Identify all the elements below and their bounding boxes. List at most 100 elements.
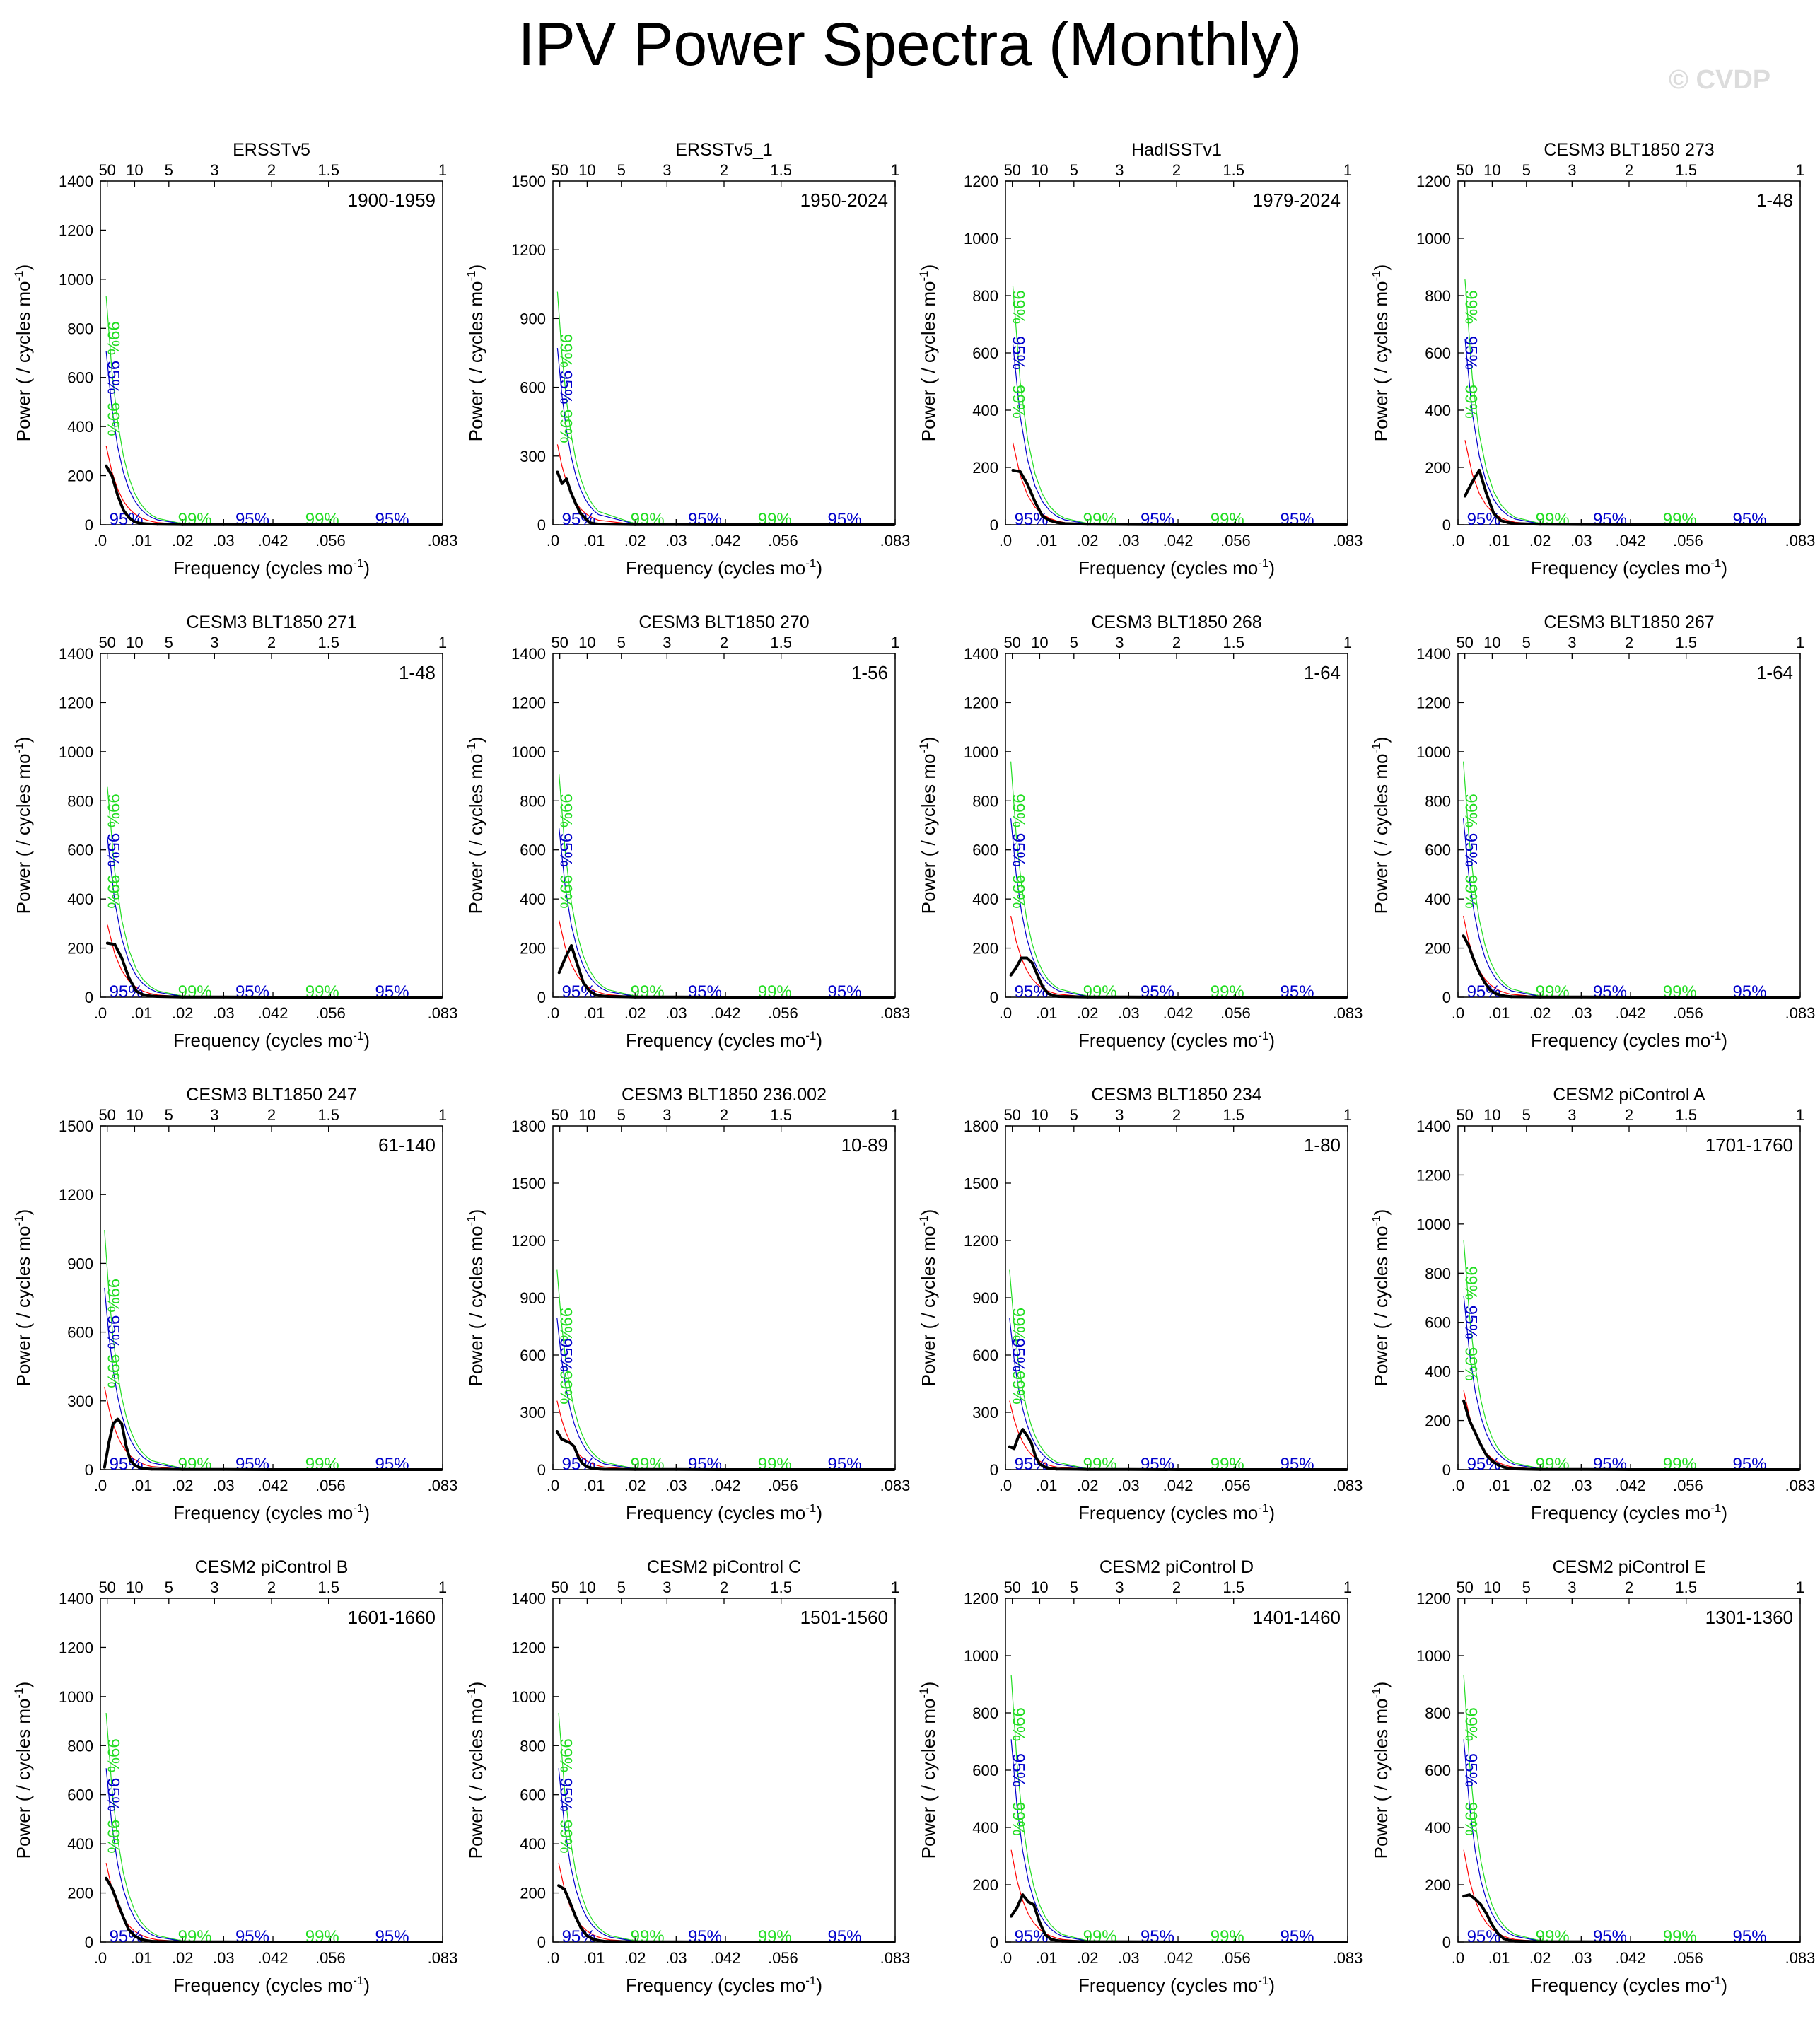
panel-period: 1979-2024 bbox=[1253, 190, 1341, 211]
y-tick-label: 1000 bbox=[1416, 230, 1451, 248]
spectrum-point bbox=[1015, 966, 1018, 970]
panel-7: CESM3 BLT1850 268 1-64 .0 .01 .02 .03 .042 .056… bbox=[917, 612, 1363, 1051]
y-tick-label: 1200 bbox=[59, 1639, 93, 1656]
confidence-99-line bbox=[1009, 1269, 1347, 1470]
x-tick-label: .083 bbox=[880, 1477, 911, 1494]
spectrum-point bbox=[134, 989, 138, 993]
spectrum-point bbox=[1506, 521, 1510, 524]
y-tick-label: 600 bbox=[520, 842, 546, 859]
x-tick-label: .042 bbox=[1163, 1477, 1194, 1494]
x-axis-label: Frequency (cycles mo-1) bbox=[1078, 1974, 1275, 1996]
y-axis-label: Power ( / cycles mo-1) bbox=[465, 1682, 486, 1859]
confidence-99-line bbox=[1463, 1675, 1799, 1943]
confidence-99-label: 99% bbox=[1008, 385, 1027, 419]
x-tick-label: .02 bbox=[172, 1477, 194, 1494]
x-top-tick-label: 1.5 bbox=[1675, 161, 1697, 179]
x-top-tick-label: 10 bbox=[1031, 161, 1048, 179]
x-tick-label: .042 bbox=[711, 532, 741, 550]
spectrum-point bbox=[569, 491, 573, 494]
x-tick-label: .056 bbox=[1220, 532, 1251, 550]
spectrum-point bbox=[724, 996, 727, 999]
y-tick-label: 400 bbox=[67, 890, 93, 908]
spectrum-point bbox=[781, 1468, 785, 1471]
spectrum-point bbox=[1057, 995, 1061, 998]
y-tick-label: 800 bbox=[67, 1737, 93, 1755]
spectrum-point bbox=[1051, 1467, 1054, 1470]
spectrum-point bbox=[137, 1465, 141, 1469]
x-top-tick-label: 10 bbox=[1031, 1106, 1048, 1124]
x-top-tick-label: 5 bbox=[1070, 634, 1078, 651]
spectrum-point bbox=[156, 523, 159, 526]
x-tick-label: .0 bbox=[999, 1477, 1012, 1494]
x-top-tick-label: 1.5 bbox=[770, 1579, 792, 1596]
x-top-tick-label: 2 bbox=[720, 161, 728, 179]
x-tick-label: .042 bbox=[1616, 1004, 1646, 1022]
spectrum-point bbox=[124, 1445, 128, 1448]
spectrum-point bbox=[1491, 1923, 1494, 1926]
spectrum-point bbox=[1686, 1468, 1690, 1471]
x-top-tick-label: 1 bbox=[438, 634, 447, 651]
spectrum-point bbox=[574, 502, 578, 506]
spectrum-point bbox=[1507, 1467, 1511, 1470]
x-axis-label: Frequency (cycles mo-1) bbox=[626, 557, 822, 579]
confidence-99-label: 99% bbox=[1083, 982, 1117, 1001]
x-top-tick-label: 1 bbox=[438, 1579, 447, 1596]
x-top-tick-label: 2 bbox=[1625, 1579, 1633, 1596]
panel-period: 1900-1959 bbox=[348, 190, 436, 211]
x-tick-label: .056 bbox=[315, 532, 346, 550]
x-tick-label: .042 bbox=[258, 532, 288, 550]
x-tick-label: .083 bbox=[428, 1004, 458, 1022]
plot-frame bbox=[552, 653, 896, 998]
x-top-tick-label: 50 bbox=[1003, 1106, 1020, 1124]
y-tick-label: 1400 bbox=[1416, 645, 1451, 663]
confidence-95-label: 95% bbox=[556, 833, 575, 867]
plot-frame bbox=[1005, 1598, 1348, 1943]
x-top-tick-label: 1 bbox=[1343, 161, 1352, 179]
y-tick-label: 900 bbox=[972, 1289, 998, 1307]
spectrum-point bbox=[634, 523, 637, 526]
confidence-99-line bbox=[105, 296, 442, 525]
spectrum-point bbox=[329, 996, 332, 999]
spectrum-point bbox=[1474, 1897, 1477, 1901]
confidence-99-label: 99% bbox=[103, 1354, 122, 1388]
spectrum-point bbox=[1021, 1428, 1025, 1431]
x-top-tick-label: 5 bbox=[165, 634, 173, 651]
x-top-tick-label: 2 bbox=[1172, 1106, 1181, 1124]
confidence-99-label: 99% bbox=[178, 982, 212, 1001]
x-top-tick-label: 50 bbox=[551, 161, 568, 179]
spectrum-point bbox=[1055, 1467, 1058, 1471]
y-axis-label: Power ( / cycles mo-1) bbox=[465, 265, 486, 442]
spectrum-point bbox=[1046, 992, 1050, 995]
panel-period: 1-48 bbox=[1756, 190, 1793, 211]
x-top-tick-label: 5 bbox=[617, 634, 626, 651]
x-tick-label: .0 bbox=[1452, 1004, 1464, 1022]
y-tick-label: 1800 bbox=[964, 1117, 998, 1135]
y-tick-label: 200 bbox=[1425, 1876, 1451, 1894]
spectrum-point bbox=[1505, 994, 1507, 998]
x-tick-label: .03 bbox=[665, 1477, 687, 1494]
confidence-99-label: 99% bbox=[1008, 794, 1027, 827]
confidence-99-label: 99% bbox=[1083, 510, 1117, 529]
plot-frame bbox=[1457, 180, 1801, 525]
y-tick-label: 1200 bbox=[511, 1639, 546, 1656]
plot-frame bbox=[1005, 1125, 1348, 1470]
confidence-95-label: 95% bbox=[1461, 336, 1480, 370]
y-tick-label: 1200 bbox=[511, 1232, 546, 1250]
spectrum-point bbox=[222, 1467, 226, 1471]
confidence-95-line bbox=[105, 351, 442, 525]
spectrum-point bbox=[133, 520, 136, 523]
spectrum-point bbox=[1513, 1939, 1517, 1943]
spectrum-point bbox=[560, 482, 564, 485]
spectrum-point bbox=[1479, 1443, 1483, 1447]
y-tick-label: 600 bbox=[972, 842, 998, 859]
y-axis-label: Power ( / cycles mo-1) bbox=[917, 1209, 939, 1387]
x-tick-label: .056 bbox=[768, 532, 798, 550]
spectrum-point bbox=[1492, 511, 1495, 515]
panel-8: CESM3 BLT1850 267 1-64 .0 .01 .02 .03 .042 .056… bbox=[1370, 612, 1815, 1051]
x-tick-label: .056 bbox=[1673, 1477, 1703, 1494]
x-tick-label: .042 bbox=[1616, 532, 1646, 550]
x-axis-label: Frequency (cycles mo-1) bbox=[1531, 1029, 1727, 1051]
x-top-tick-label: 50 bbox=[98, 1106, 115, 1124]
y-tick-label: 200 bbox=[67, 940, 93, 958]
